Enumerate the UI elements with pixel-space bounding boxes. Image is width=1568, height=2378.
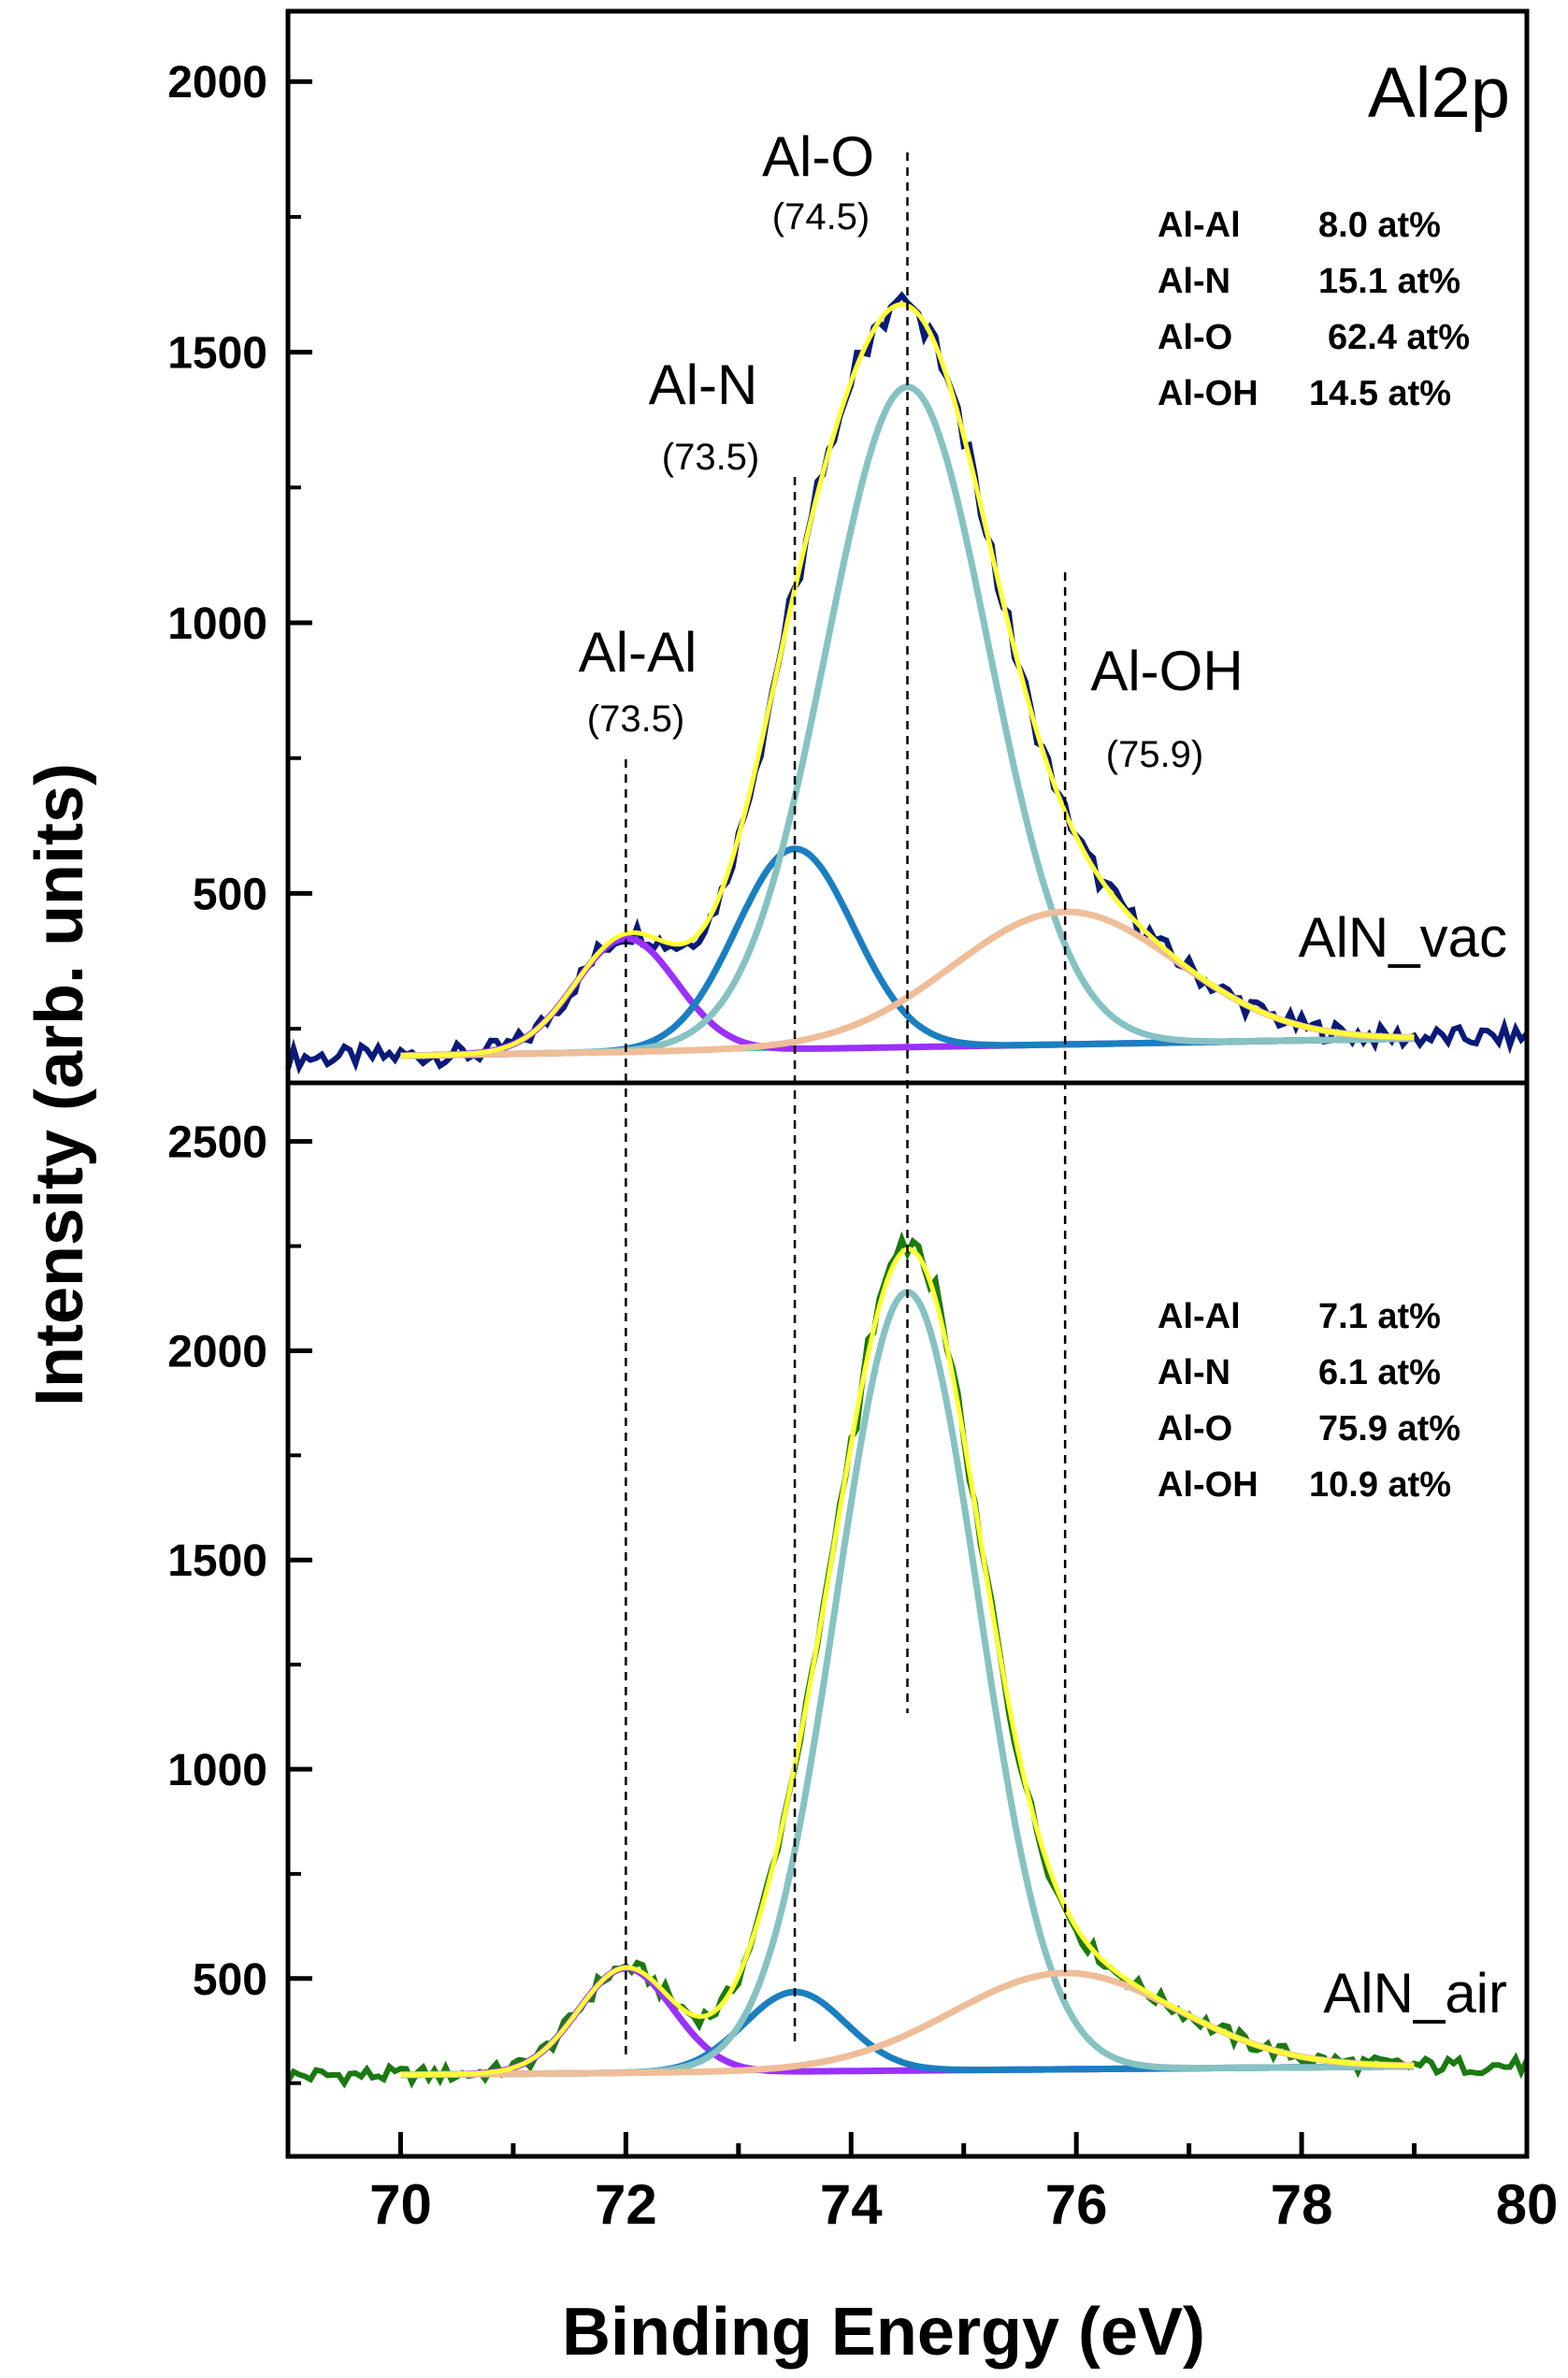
y-tick-label-AlN_vac: 1500 bbox=[167, 329, 267, 379]
bottom-composition-label-1: Al-N bbox=[1158, 1353, 1230, 1392]
top-composition-value-0: 8.0 at% bbox=[1318, 206, 1441, 245]
y-tick-label-AlN_air: 2500 bbox=[167, 1118, 267, 1168]
y-tick-label-AlN_vac: 1000 bbox=[167, 599, 267, 649]
y-axis-title: Intensity (arb. units) bbox=[22, 763, 97, 1406]
peak-al-al-AlN_air bbox=[400, 1965, 1415, 2079]
top-composition-value-1: 15.1 at% bbox=[1318, 262, 1460, 301]
element-label: Al2p bbox=[1368, 53, 1510, 133]
axis-layer: 500 1000 1500 2000 500 1000 1500 2000 2500 70 72 74… bbox=[167, 58, 1558, 2236]
x-tick-label: 72 bbox=[595, 2173, 657, 2236]
y-tick-label-AlN_vac: 500 bbox=[193, 870, 267, 919]
x-tick-label: 76 bbox=[1045, 2173, 1108, 2236]
y-tick-label-AlN_air: 1500 bbox=[167, 1536, 267, 1586]
bottom-composition-label-0: Al-Al bbox=[1158, 1297, 1241, 1336]
annotation-al-n-name: Al-N bbox=[649, 353, 758, 416]
annotation-al-oh-position: (75.9) bbox=[1106, 734, 1204, 775]
bottom-composition-value-3: 10.9 at% bbox=[1309, 1465, 1451, 1505]
bottom-composition-label-3: Al-OH bbox=[1158, 1465, 1259, 1505]
annotation-al-o-position: (74.5) bbox=[772, 196, 870, 238]
top-composition-label-3: Al-OH bbox=[1158, 374, 1259, 413]
annotation-al-oh-name: Al-OH bbox=[1090, 640, 1243, 702]
x-tick-label: 74 bbox=[820, 2173, 883, 2236]
bottom-composition-value-2: 75.9 at% bbox=[1318, 1409, 1460, 1448]
fit-envelope-AlN_air bbox=[400, 1247, 1415, 2078]
y-tick-label-AlN_air: 1000 bbox=[167, 1746, 267, 1795]
raw-spectrum-AlN_air bbox=[285, 1231, 1530, 2089]
x-axis-title: Binding Energy (eV) bbox=[562, 2295, 1205, 2370]
bottom-composition-value-0: 7.1 at% bbox=[1318, 1297, 1441, 1336]
bottom-composition-label-2: Al-O bbox=[1158, 1409, 1232, 1448]
top-composition-label-1: Al-N bbox=[1158, 262, 1230, 301]
annotation-al-n-position: (73.5) bbox=[662, 437, 760, 478]
y-tick-label-AlN_vac: 2000 bbox=[167, 58, 267, 108]
top-composition-label-0: Al-Al bbox=[1158, 206, 1241, 245]
annotation-al-al-position: (73.5) bbox=[587, 699, 685, 740]
x-tick-label: 70 bbox=[369, 2173, 432, 2236]
top-composition-value-3: 14.5 at% bbox=[1309, 374, 1451, 413]
peak-al-oh-AlN_air bbox=[400, 1969, 1415, 2079]
y-tick-label-AlN_air: 500 bbox=[193, 1955, 267, 2005]
bottom-panel-label: AlN_air bbox=[1323, 1962, 1507, 2025]
y-tick-label-AlN_air: 2000 bbox=[167, 1327, 267, 1376]
top-composition-label-2: Al-O bbox=[1158, 318, 1232, 357]
top-composition-value-2: 62.4 at% bbox=[1328, 318, 1470, 357]
x-tick-label: 80 bbox=[1496, 2173, 1559, 2236]
x-tick-label: 78 bbox=[1271, 2173, 1333, 2236]
annotation-al-o-name: Al-O bbox=[762, 125, 874, 188]
annotation-al-al-name: Al-Al bbox=[579, 621, 698, 684]
bottom-composition-value-1: 6.1 at% bbox=[1318, 1353, 1441, 1392]
top-panel-label: AlN_vac bbox=[1299, 906, 1507, 969]
